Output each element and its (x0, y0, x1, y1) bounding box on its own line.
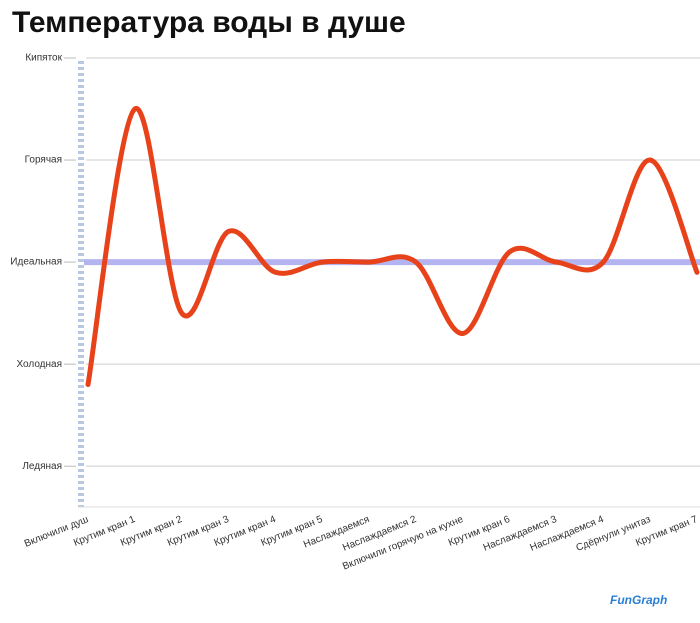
line-series (85, 106, 700, 388)
y-tick-label: Горячая (25, 155, 62, 166)
watermark: FunGraph (610, 593, 667, 607)
y-tick-label: Ледяная (22, 461, 62, 472)
chart-title: Температура воды в душе (12, 6, 406, 39)
y-tick-label: Кипяток (25, 53, 62, 64)
y-tick-label: Холодная (16, 359, 62, 370)
y-tick-label: Идеальная (10, 257, 62, 268)
